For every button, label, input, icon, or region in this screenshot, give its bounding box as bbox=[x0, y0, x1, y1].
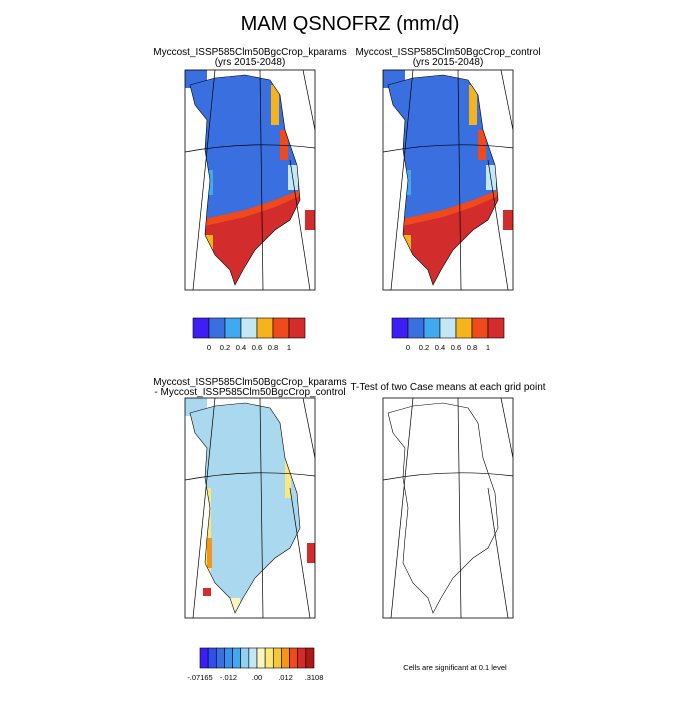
colorbar-label: 0.2 bbox=[220, 343, 230, 352]
note: Cells are significant at 0.1 level bbox=[403, 663, 507, 672]
colorbar-box bbox=[240, 647, 250, 669]
colorbar-label: 0.6 bbox=[252, 343, 262, 352]
colorbar-box bbox=[240, 317, 258, 339]
colorbar-label: 0.2 bbox=[419, 343, 429, 352]
map bbox=[383, 70, 513, 290]
panel-title: Myccost_ISSP585Clm50BgcCrop_kparams bbox=[153, 47, 346, 58]
colorbar-box bbox=[423, 317, 441, 339]
panel-title: T-Test of two Case means at each grid po… bbox=[350, 382, 545, 393]
colorbar-box bbox=[407, 317, 425, 339]
colorbar-box bbox=[192, 317, 210, 339]
colorbar-label: 0.4 bbox=[236, 343, 246, 352]
colorbar-box bbox=[281, 647, 290, 669]
colorbar-label: .012 bbox=[278, 673, 293, 682]
map bbox=[185, 70, 315, 290]
map bbox=[185, 398, 315, 618]
panel-subtitle: - Myccost_ISSP585Clm50BgcCrop_control bbox=[154, 387, 345, 398]
colorbar-box bbox=[391, 317, 409, 339]
colorbar-label: 0 bbox=[207, 343, 211, 352]
colorbar-box bbox=[208, 317, 226, 339]
panel-title: Myccost_ISSP585Clm50BgcCrop_control bbox=[355, 47, 540, 58]
colorbar-label: 1 bbox=[287, 343, 291, 352]
panel-title: Myccost_ISSP585Clm50BgcCrop_kparams bbox=[153, 377, 346, 388]
colorbar-box bbox=[439, 317, 457, 339]
colorbar-box bbox=[471, 317, 489, 339]
colorbar-box bbox=[224, 647, 233, 669]
colorbar-label: 0.4 bbox=[435, 343, 445, 352]
colorbar-box bbox=[224, 317, 242, 339]
colorbar-box bbox=[215, 647, 225, 669]
colorbar-label: 0.8 bbox=[467, 343, 477, 352]
colorbar-box bbox=[305, 647, 315, 669]
colorbar-box bbox=[248, 647, 258, 669]
colorbar-label: -.012 bbox=[220, 673, 237, 682]
colorbar-box bbox=[487, 317, 505, 339]
figure-title: MAM QSNOFRZ (mm/d) bbox=[241, 13, 460, 35]
colorbar-label: -.07165 bbox=[187, 673, 212, 682]
colorbar-box bbox=[455, 317, 473, 339]
colorbar-box bbox=[272, 647, 282, 669]
colorbar-box bbox=[264, 647, 274, 669]
colorbar-box bbox=[207, 647, 217, 669]
colorbar-box bbox=[297, 647, 307, 669]
colorbar-label: .00 bbox=[252, 673, 262, 682]
map bbox=[383, 398, 513, 618]
colorbar-box bbox=[288, 317, 306, 339]
colorbar-label: 0 bbox=[406, 343, 410, 352]
colorbar-box bbox=[256, 317, 274, 339]
colorbar-label: 0.6 bbox=[451, 343, 461, 352]
colorbar-box bbox=[199, 647, 209, 669]
colorbar-box bbox=[289, 647, 299, 669]
panel-subtitle: (yrs 2015-2048) bbox=[413, 57, 484, 68]
colorbar-box bbox=[232, 647, 242, 669]
panel-subtitle: (yrs 2015-2048) bbox=[215, 57, 286, 68]
colorbar-box bbox=[256, 647, 266, 669]
colorbar-box bbox=[272, 317, 290, 339]
colorbar-label: .3108 bbox=[305, 673, 324, 682]
colorbar-label: 0.8 bbox=[268, 343, 278, 352]
colorbar-label: 1 bbox=[486, 343, 490, 352]
